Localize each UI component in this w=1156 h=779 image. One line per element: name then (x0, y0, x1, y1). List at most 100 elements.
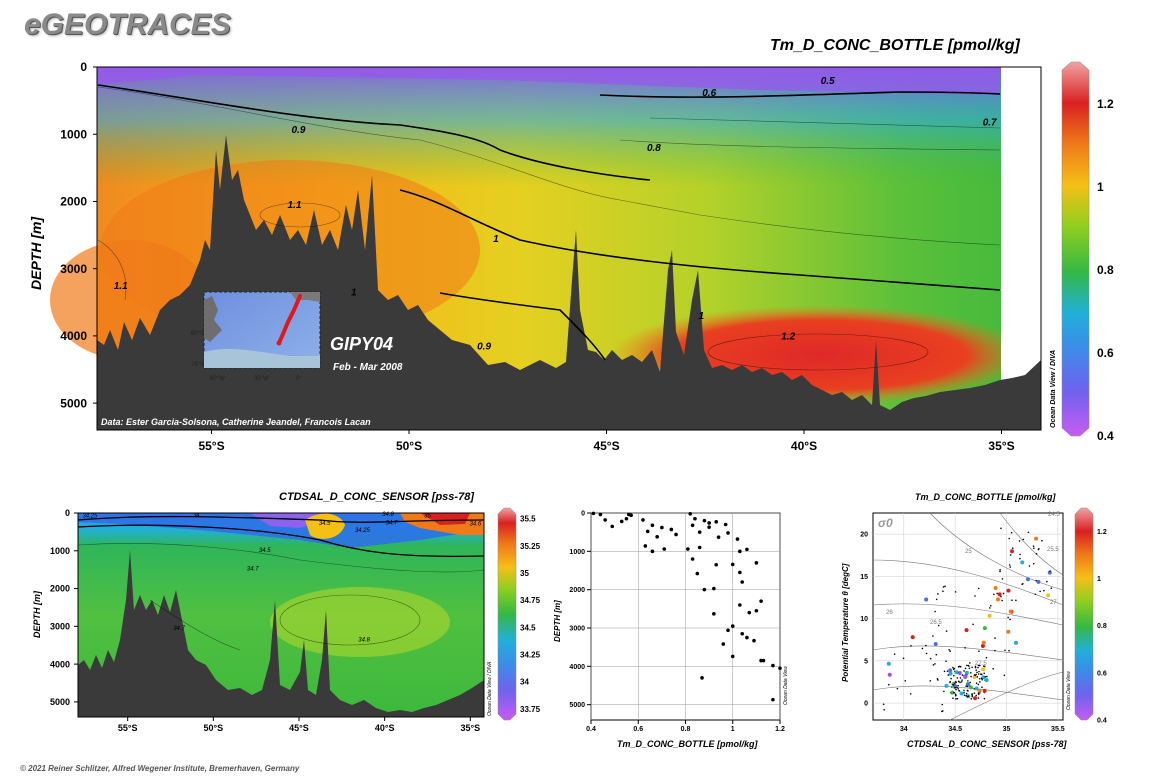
ts-point (948, 668, 953, 673)
ts-point (954, 591, 957, 593)
ts-point (948, 671, 953, 676)
profile-point (754, 561, 759, 565)
ts-point (949, 680, 951, 683)
ts-point (1022, 538, 1025, 541)
colorbar-tick-label: 35.25 (520, 542, 541, 551)
profile-odv-label: Ocean Data View (783, 666, 789, 705)
profile-axes: 0.4 0.6 0.8 1 1.2 0 1000 2000 3000 4000 5000 (569, 510, 785, 733)
ts-point (982, 688, 987, 693)
ts-point (977, 666, 979, 669)
y-tick-label: 5000 (50, 697, 70, 707)
profile-point (641, 518, 645, 522)
profile-point (726, 531, 730, 535)
ts-point (1020, 560, 1025, 565)
ts-point (954, 680, 957, 683)
ts-point (976, 671, 978, 674)
ts-point (1008, 609, 1013, 614)
ts-point (933, 641, 938, 646)
salinity-section-plot: 34.25 34 34.5 34.8 34.7 35 34.5 34.7 34.7 34.8 34.… (50, 508, 485, 733)
x-tick-label: 45°S (593, 439, 619, 453)
inset-map-axis-label: 60°S (191, 331, 204, 337)
ts-point (1019, 553, 1021, 556)
profile-point (740, 580, 744, 584)
profile-point (716, 535, 721, 539)
ts-point (979, 677, 981, 680)
ts-point (941, 710, 944, 712)
main-y-axis-label: DEPTH [m] (28, 216, 44, 290)
inset-map-axis-label: 30°W (254, 376, 269, 382)
y-tick-label: 10 (860, 616, 868, 623)
copyright-notice: © 2021 Reiner Schlitzer, Alfred Wegener … (20, 764, 300, 773)
colorbar-tick-label: 0.8 (1097, 263, 1114, 277)
colorbar-tick-label: 34.5 (520, 623, 536, 632)
ts-point (953, 691, 955, 694)
ts-axes: 34 34.5 35 35.5 0 5 10 15 20 (860, 532, 1065, 733)
ts-point (934, 663, 936, 665)
y-tick-label: 1000 (569, 549, 585, 556)
colorbar-tick-label: 0.6 (1097, 670, 1107, 677)
ts-point (980, 644, 985, 649)
ts-point (966, 685, 969, 688)
profile-point (610, 524, 615, 529)
ts-point (959, 677, 962, 679)
profile-point (747, 610, 752, 615)
ts-point (1009, 554, 1012, 556)
cruise-track (277, 294, 302, 345)
profile-point (738, 603, 742, 607)
ts-point (963, 694, 966, 696)
ts-point (961, 674, 964, 676)
egeotraces-logo: eGEOTRACES (24, 8, 231, 41)
ts-point (964, 667, 967, 670)
profile-point (778, 666, 782, 671)
ts-point (904, 680, 907, 682)
ts-point (909, 693, 912, 695)
salinity-contours (77, 515, 485, 651)
contour-label: 34.25 (82, 514, 98, 520)
ts-point (1010, 549, 1015, 554)
inset-map-axis-label: 0° (296, 376, 302, 382)
colorbar-tick-label: 35 (520, 569, 529, 578)
profile-point (759, 599, 763, 603)
ts-point (1004, 649, 1006, 652)
ts-point (1046, 580, 1048, 583)
ts-point (974, 666, 977, 669)
salinity-chart-title: CTDSAL_D_CONC_SENSOR [pss-78] (279, 491, 474, 503)
salinity-colorbar-bar (497, 507, 517, 721)
y-tick-label: 0 (65, 508, 70, 518)
main-chart-title: Tm_D_CONC_BOTTLE [pmol/kg] (770, 37, 1020, 54)
ts-point (1046, 593, 1051, 598)
isopycnal-label: 26 (886, 610, 893, 616)
isopycnal-labels: 24.5 25 25.5 26 26.5 27 27.5 (886, 512, 1060, 667)
ts-point (1041, 539, 1043, 542)
ts-point (970, 697, 973, 700)
x-tick-label: 45°S (289, 723, 309, 733)
ts-point (980, 673, 983, 676)
ts-point (979, 664, 981, 667)
salinity-odv-label: Ocean Data View / DIVA (487, 661, 493, 716)
ts-point (1000, 595, 1002, 598)
contour-label: 34.25 (355, 528, 371, 534)
y-tick-label: 2000 (569, 587, 585, 594)
contour-label: 34.7 (247, 566, 259, 572)
ts-point (948, 648, 950, 651)
ts-point (929, 680, 932, 682)
contour-label: 1 (351, 288, 357, 299)
ts-point (1008, 564, 1011, 566)
ts-point (955, 688, 957, 691)
profile-point (702, 518, 707, 523)
contour-label: 0.8 (647, 143, 661, 154)
ts-point (952, 668, 955, 671)
isopycnal-label: 27 (1050, 600, 1057, 606)
x-tick-label: 35 (1003, 726, 1011, 733)
y-tick-label: 5 (864, 658, 868, 665)
y-tick-label: 3000 (569, 625, 585, 632)
ts-point (1014, 640, 1019, 645)
ts-point (981, 678, 983, 681)
profile-point (702, 587, 707, 592)
ts-point (973, 688, 976, 690)
ts-point (964, 647, 966, 649)
ts-point (952, 683, 954, 686)
ts-x-axis-label: CTDSAL_D_CONC_SENSOR [pss-78] (907, 739, 1068, 749)
ts-plot: 24.5 25 25.5 26 26.5 27 27.5 σ0 34 34.5 35… (860, 512, 1065, 733)
profile-point (721, 642, 726, 646)
